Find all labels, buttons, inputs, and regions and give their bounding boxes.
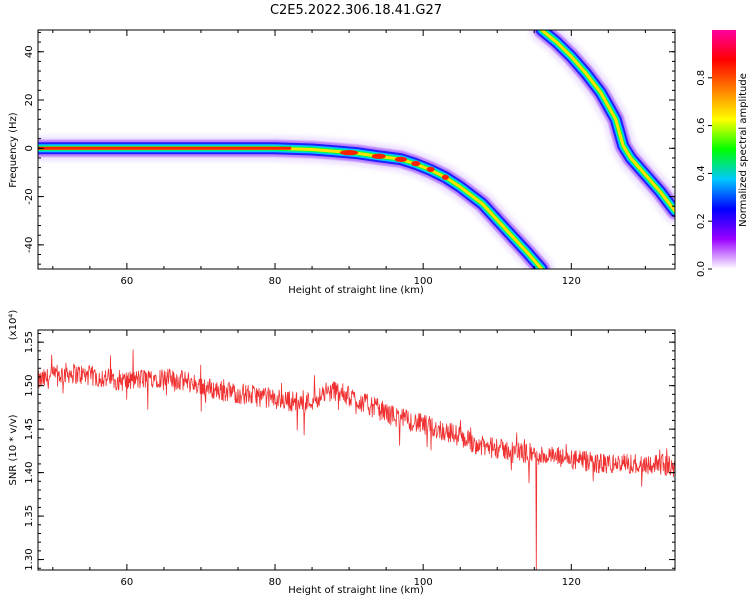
spectral-ridge-2-band — [540, 30, 675, 213]
colorbar-ticks: 0.0 0.2 0.4 0.6 0.8 — [696, 70, 712, 277]
snr-y-multiplier: (x10⁴) — [8, 310, 19, 341]
spectrogram-y-tick-label: -40 — [24, 237, 35, 253]
spectrogram-x-tick-label: 60 — [121, 276, 134, 287]
snr-y-tick-label: 1.45 — [24, 418, 35, 440]
spectrogram-y-tick-label: -20 — [24, 188, 35, 204]
spectral-peak — [340, 150, 359, 156]
spectral-peak — [441, 174, 449, 180]
figure-title: C2E5.2022.306.18.41.G27 — [270, 3, 442, 18]
snr-frame — [37, 329, 676, 571]
spectrogram-y-label: Frequency (Hz) — [8, 112, 19, 188]
snr-x-tick-label: 120 — [562, 577, 581, 588]
spectrogram-x-label: Height of straight line (km) — [288, 285, 424, 296]
spectrogram-panel: 60 80 100 120 -40 -20 0 20 40 Height of straight… — [8, 29, 676, 296]
spectrogram-ridges — [38, 30, 675, 269]
snr-x-tick-label: 60 — [121, 577, 134, 588]
spectral-peak — [394, 156, 407, 162]
snr-x-label: Height of straight line (km) — [288, 585, 424, 596]
snr-background — [38, 330, 675, 570]
colorbar-tick-label: 0.6 — [696, 118, 707, 134]
colorbar: 0.0 0.2 0.4 0.6 0.8 Normalized spectral ampl… — [696, 30, 749, 277]
snr-y-tick-label: 1.40 — [24, 461, 35, 483]
snr-x-tick-label: 100 — [414, 577, 433, 588]
spectrogram-y-tick-label: 0 — [24, 145, 35, 151]
snr-y-tick-label: 1.50 — [24, 375, 35, 397]
colorbar-tick-label: 0.4 — [696, 165, 707, 181]
colorbar-tick-label: 0.8 — [696, 70, 707, 86]
spectrogram-y-tick-label: 20 — [24, 94, 35, 107]
snr-y-tick-label: 1.30 — [24, 548, 35, 570]
snr-x-tick-label: 80 — [269, 577, 282, 588]
snr-panel: 60 80 100 120 1.30 1.35 1.40 1.45 1.50 1.55 Heigh… — [8, 310, 676, 596]
spectrogram-y-tick-label: 40 — [24, 45, 35, 58]
snr-y-tick-label: 1.55 — [24, 331, 35, 353]
snr-series-line — [38, 349, 675, 570]
colorbar-tick-label: 0.2 — [696, 213, 707, 229]
spectral-peak — [426, 166, 435, 172]
colorbar-tick-label: 0.0 — [696, 261, 707, 277]
spectrogram-x-tick-label: 100 — [414, 276, 433, 287]
spectral-peak — [371, 153, 386, 159]
snr-ticks: 60 80 100 120 1.30 1.35 1.40 1.45 1.50 1.55 — [24, 330, 675, 588]
snr-y-label: SNR (10 * v/v) — [8, 414, 19, 485]
spectrogram-frame — [37, 29, 676, 270]
spectral-peak — [411, 160, 421, 167]
snr-y-tick-label: 1.35 — [24, 505, 35, 527]
spectrogram-x-tick-label: 120 — [562, 276, 581, 287]
spectrogram-x-tick-label: 80 — [269, 276, 282, 287]
colorbar-gradient — [712, 30, 736, 269]
colorbar-label: Normalized spectral amplitude — [738, 73, 749, 227]
